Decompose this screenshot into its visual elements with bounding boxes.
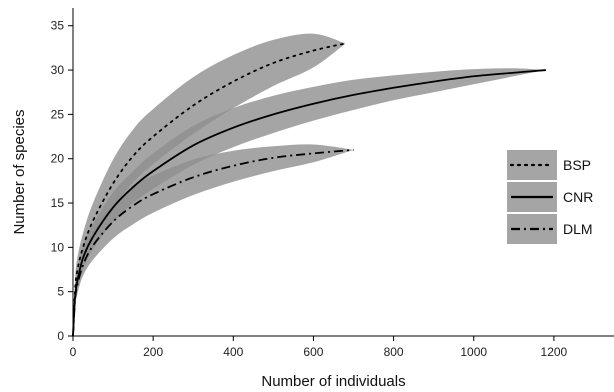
legend-label-dlm: DLM (563, 221, 593, 237)
confidence-band-dlm (73, 144, 354, 336)
x-axis-title: Number of individuals (261, 373, 405, 390)
series-line-bsp (72, 42, 347, 337)
series-lines (72, 42, 546, 337)
y-tick-label: 10 (51, 240, 65, 254)
x-tick-label: 200 (143, 345, 163, 359)
axes: 0 200 400 600 800 1000 1200 0 5 10 15 20 25 30 35 (51, 8, 614, 359)
y-tick-label: 30 (51, 63, 65, 77)
y-tick-label: 35 (51, 19, 65, 33)
legend-label-bsp: BSP (563, 157, 591, 173)
y-axis-title: Number of species (11, 109, 28, 234)
y-tick-label: 15 (51, 196, 65, 210)
legend-label-cnr: CNR (563, 189, 593, 205)
x-tick-label: 400 (223, 345, 243, 359)
confidence-bands (73, 33, 546, 336)
x-tick-label: 800 (384, 345, 404, 359)
series-line-cnr (72, 69, 546, 337)
x-ticks: 0 200 400 600 800 1000 1200 (70, 336, 568, 359)
y-tick-label: 20 (51, 152, 65, 166)
y-tick-label: 0 (57, 329, 64, 343)
legend: BSP CNR DLM (507, 150, 593, 244)
y-tick-label: 25 (51, 107, 65, 121)
x-tick-label: 600 (303, 345, 323, 359)
x-tick-label: 1200 (541, 345, 568, 359)
y-ticks: 0 5 10 15 20 25 30 35 (51, 19, 73, 343)
x-tick-label: 1000 (460, 345, 487, 359)
x-tick-label: 0 (70, 345, 77, 359)
confidence-band-cnr (73, 68, 546, 336)
y-tick-label: 5 (57, 285, 64, 299)
